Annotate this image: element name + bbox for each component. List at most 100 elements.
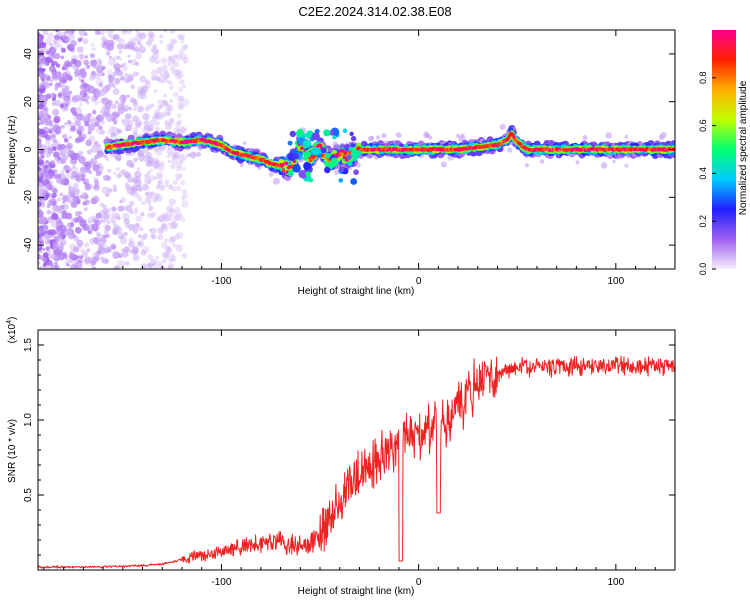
spectrogram-noise-blob — [68, 186, 75, 194]
spectrogram-noise-blob — [178, 33, 186, 41]
spectrogram-noise-blob — [75, 140, 79, 144]
spectrogram-noise-blob — [91, 266, 97, 269]
spectrogram-noise-blob — [69, 90, 73, 94]
spectrogram-noise-blob — [98, 126, 102, 130]
spectrogram-noise-blob — [97, 64, 103, 71]
spectrogram-noise-blob — [48, 77, 54, 83]
spectrogram-noise-blob — [176, 161, 183, 168]
spectrogram-noise-blob — [143, 125, 147, 129]
spectrogram-noise-blob — [92, 252, 99, 259]
spectrogram-noise-blob — [178, 49, 184, 55]
spectrogram-noise-blob — [55, 63, 61, 68]
figure-title: C2E2.2024.314.02.38.E08 — [298, 4, 451, 19]
spectrogram-noise-blob — [39, 240, 44, 245]
spectrogram-noise-blob — [126, 185, 132, 191]
spectrogram-noise-blob — [171, 221, 179, 229]
spectrogram-noise-blob — [38, 159, 45, 166]
spectrogram-halo-blob — [189, 151, 197, 159]
spectrogram-ridge-blob — [342, 155, 347, 159]
spectrogram-noise-blob — [116, 129, 121, 134]
spectrogram-noise-blob — [175, 121, 181, 128]
spectrogram-noise-blob — [167, 55, 173, 61]
spectrogram-noise-blob — [109, 30, 114, 33]
spectrogram-noise-blob — [79, 136, 85, 142]
spectrogram-noise-blob — [169, 208, 174, 213]
spectrogram-halo-blob — [507, 147, 513, 153]
spectrogram-noise-blob — [167, 222, 171, 226]
spectrogram-noise-blob — [180, 36, 185, 41]
spectrogram-noise-blob — [167, 184, 173, 190]
spectrogram-noise-blob — [51, 192, 57, 199]
spectrogram-noise-blob — [181, 44, 188, 52]
spectrogram-noise-blob — [59, 178, 66, 185]
spectrogram-noise-blob — [135, 215, 143, 222]
spectrogram-noise-blob — [83, 59, 90, 66]
spectrogram-noise-blob — [77, 37, 83, 43]
spectrogram-noise-blob — [171, 157, 179, 165]
spectrogram-noise-blob — [161, 99, 166, 104]
spectrogram-noise-blob — [75, 176, 82, 183]
spectrogram-noise-blob — [145, 40, 150, 45]
spectrogram-noise-blob — [121, 169, 127, 175]
snr-y-tick-label: 0.5 — [23, 488, 34, 502]
spectrogram-noise-blob — [76, 200, 81, 205]
spectrogram-noise-blob — [93, 59, 97, 63]
spectrogram-noise-blob — [81, 250, 89, 258]
spectrogram-noise-blob — [40, 41, 47, 49]
colorbar-strip — [712, 30, 736, 269]
spectrogram-x-tick-label: 100 — [607, 276, 624, 287]
spectrogram-noise-blob — [181, 196, 185, 201]
spectrogram-y-axis-label: Frequency (Hz) — [7, 116, 18, 185]
spectrogram-noise-blob — [78, 210, 83, 215]
spectrogram-noise-blob — [176, 119, 183, 125]
spectrogram-noise-blob — [174, 173, 182, 180]
spectrogram-noise-blob — [57, 44, 63, 49]
spectrogram-noise-blob — [47, 199, 53, 206]
spectrogram-noise-blob — [60, 158, 67, 165]
spectrogram-noise-blob — [74, 72, 80, 78]
spectrogram-turbulence-blob — [302, 139, 312, 148]
spectrogram-noise-blob — [59, 239, 67, 246]
spectrogram-noise-blob — [42, 247, 46, 251]
spectrogram-noise-blob — [102, 66, 106, 70]
colorbar-tick-label: 0.8 — [698, 72, 708, 85]
spectrogram-noise-blob — [44, 233, 50, 240]
spectrogram-noise-blob — [120, 76, 125, 81]
spectrogram-noise-blob — [121, 250, 129, 258]
snr-series-line — [38, 355, 675, 569]
spectrogram-noise-blob — [169, 65, 176, 72]
spectrogram-noise-blob — [121, 30, 128, 35]
spectrogram-noise-blob — [177, 69, 182, 74]
spectrogram-noise-blob — [78, 30, 86, 37]
spectrogram-turbulence-blob — [320, 147, 327, 154]
spectrogram-halo-blob — [460, 133, 465, 138]
spectrogram-ridge-blob — [341, 149, 346, 153]
spectrogram-turbulence-blob — [298, 169, 308, 179]
spectrogram-noise-blob — [71, 58, 77, 65]
spectrogram-noise-blob — [112, 88, 120, 96]
spectrogram-noise-blob — [51, 101, 56, 106]
spectrogram-noise-blob — [176, 128, 181, 133]
spectrogram-noise-blob — [58, 233, 64, 238]
spectrogram-noise-blob — [171, 264, 175, 268]
spectrogram-noise-blob — [136, 167, 141, 171]
spectrogram-noise-blob — [112, 184, 117, 189]
spectrogram-noise-blob — [172, 179, 178, 186]
spectrogram-noise-blob — [160, 73, 164, 77]
spectrogram-noise-blob — [82, 38, 89, 45]
spectrogram-noise-blob — [99, 236, 106, 243]
spectrogram-noise-blob — [93, 89, 101, 96]
spectrogram-noise-blob — [49, 43, 54, 48]
spectrogram-noise-blob — [70, 155, 76, 161]
spectrogram-noise-blob — [100, 110, 104, 114]
spectrogram-noise-blob — [59, 192, 64, 197]
spectrogram-noise-blob — [163, 253, 169, 258]
spectrogram-noise-blob — [156, 217, 161, 221]
spectrogram-noise-blob — [87, 216, 95, 224]
spectrogram-noise-blob — [38, 183, 44, 192]
spectrogram-halo-blob — [624, 134, 629, 139]
spectrogram-noise-blob — [82, 178, 90, 186]
spectrogram-noise-blob — [46, 249, 52, 255]
spectrogram-noise-blob — [94, 121, 100, 127]
spectrogram-noise-blob — [82, 162, 86, 167]
